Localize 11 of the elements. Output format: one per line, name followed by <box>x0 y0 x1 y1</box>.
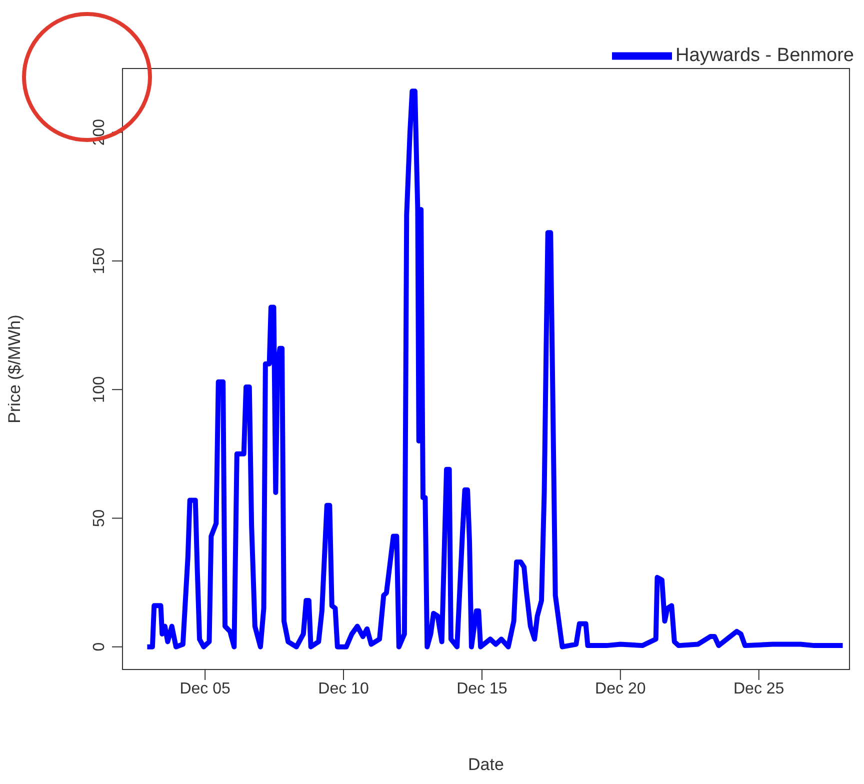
x-tick-label: Dec 20 <box>595 680 646 698</box>
x-tick-label: Dec 15 <box>456 680 508 698</box>
y-tick-label: 0 <box>91 642 108 652</box>
y-tick-label: 50 <box>91 509 108 528</box>
y-tick-label: 100 <box>91 376 108 403</box>
x-axis-title: Date <box>468 755 504 774</box>
x-tick-label: Dec 10 <box>318 680 369 698</box>
x-tick-label: Dec 05 <box>180 680 231 698</box>
x-tick-label: Dec 25 <box>734 680 784 698</box>
y-tick-label: 150 <box>91 248 108 274</box>
legend-label: Haywards - Benmore <box>676 45 854 66</box>
